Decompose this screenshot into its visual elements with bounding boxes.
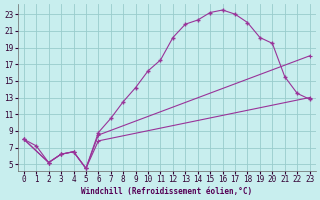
X-axis label: Windchill (Refroidissement éolien,°C): Windchill (Refroidissement éolien,°C): [81, 187, 252, 196]
